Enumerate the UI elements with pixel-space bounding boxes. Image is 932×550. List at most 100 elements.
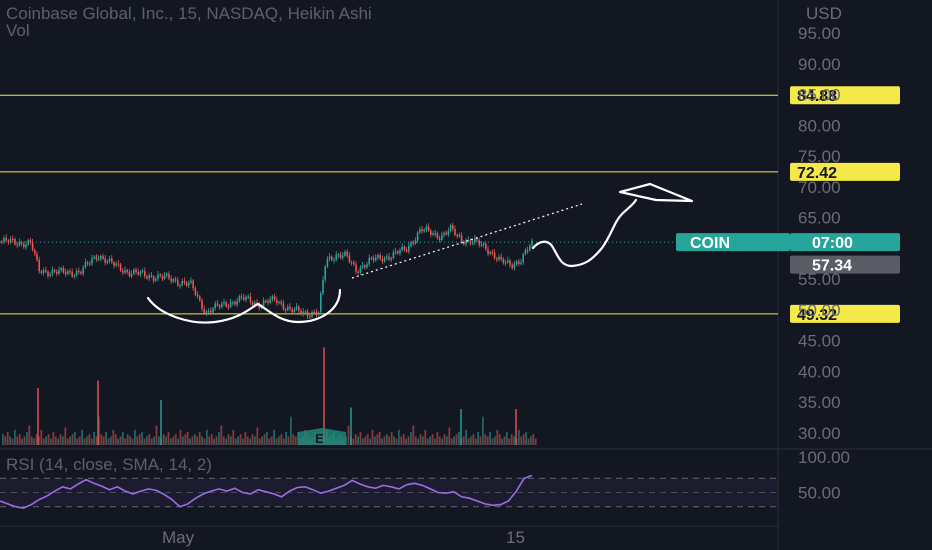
volume-bar bbox=[364, 436, 367, 445]
volume-bar bbox=[443, 434, 446, 445]
candle-body bbox=[95, 256, 98, 260]
candle-body bbox=[300, 310, 302, 315]
candle-body bbox=[82, 267, 84, 274]
chart-title[interactable]: Coinbase Global, Inc., 15, NASDAQ, Heiki… bbox=[6, 4, 372, 23]
volume-bar bbox=[398, 429, 400, 445]
time-axis[interactable]: May 15 bbox=[162, 528, 525, 547]
candle-body bbox=[56, 271, 58, 274]
volume-bar bbox=[448, 427, 451, 445]
volume-bar bbox=[62, 436, 64, 445]
volume-bar bbox=[129, 436, 131, 445]
candle-body bbox=[31, 242, 34, 251]
candle-body bbox=[282, 303, 285, 310]
volume-bar bbox=[510, 434, 513, 445]
volume-bar bbox=[515, 409, 517, 445]
volume-bar bbox=[383, 436, 386, 445]
candle-body bbox=[128, 271, 131, 277]
volume-bar bbox=[371, 429, 374, 445]
volume-bar bbox=[66, 438, 69, 445]
volume-bar bbox=[182, 436, 184, 445]
candle-body bbox=[304, 311, 307, 313]
candle-body bbox=[232, 302, 234, 304]
candle-body bbox=[458, 235, 461, 237]
volume-bar bbox=[186, 432, 189, 445]
earnings-badge bbox=[298, 428, 346, 445]
volume-bar bbox=[486, 436, 489, 445]
candle-body bbox=[284, 309, 287, 311]
candle-body bbox=[414, 240, 417, 244]
candle-body bbox=[214, 303, 216, 309]
price-tick-label: 55.00 bbox=[798, 270, 841, 289]
candle-body bbox=[192, 280, 194, 289]
volume-bar bbox=[482, 416, 484, 445]
volume-bar bbox=[210, 434, 213, 445]
volume-bar bbox=[434, 438, 436, 445]
candle-body bbox=[249, 296, 252, 303]
volume-bar bbox=[534, 438, 537, 445]
candle-body bbox=[306, 311, 309, 317]
candle-body bbox=[500, 256, 502, 259]
candle-body bbox=[485, 243, 487, 250]
volume-bar bbox=[374, 436, 376, 445]
volume-bar bbox=[484, 434, 487, 445]
candle-body bbox=[62, 268, 65, 273]
candle-body bbox=[265, 300, 267, 302]
candle-body bbox=[100, 256, 102, 259]
volume-bar bbox=[119, 436, 122, 445]
candle-body bbox=[117, 263, 120, 265]
candle-body bbox=[93, 256, 95, 259]
candle-body bbox=[106, 260, 109, 263]
volume-bar bbox=[477, 432, 479, 445]
candle-body bbox=[522, 254, 524, 263]
volume-bar bbox=[244, 432, 247, 445]
candle-body bbox=[25, 244, 27, 248]
candle-body bbox=[155, 278, 157, 281]
volume-bar bbox=[201, 436, 203, 445]
candle-body bbox=[273, 296, 276, 301]
candle-body bbox=[372, 257, 375, 261]
volume-bar bbox=[222, 436, 225, 445]
volume-bar bbox=[508, 438, 511, 445]
volume-bar bbox=[105, 432, 107, 445]
volume-bars: E bbox=[2, 347, 537, 446]
candle-body bbox=[471, 242, 474, 244]
candle-body bbox=[317, 312, 320, 315]
candle-body bbox=[392, 252, 395, 259]
candle-body bbox=[247, 296, 249, 298]
trend-line-dotted bbox=[351, 203, 583, 279]
candle-body bbox=[126, 270, 128, 272]
candle-body bbox=[104, 258, 106, 263]
volume-bar bbox=[40, 429, 43, 445]
candle-body bbox=[40, 271, 43, 273]
candle-body bbox=[49, 274, 51, 277]
price-tick-label: 40.00 bbox=[798, 362, 841, 381]
volume-bar bbox=[431, 434, 434, 445]
candle-body bbox=[465, 240, 467, 245]
volume-bar bbox=[518, 429, 520, 445]
volume-bar bbox=[165, 436, 167, 445]
countdown-tag bbox=[790, 233, 900, 252]
volume-bar bbox=[347, 425, 350, 445]
candle-body bbox=[84, 262, 87, 268]
volume-bar bbox=[78, 436, 81, 445]
candle-body bbox=[295, 306, 298, 310]
rsi-indicator-label[interactable]: RSI (14, close, SMA, 14, 2) bbox=[6, 455, 212, 474]
time-tick-label: May bbox=[162, 528, 195, 547]
volume-bar bbox=[138, 434, 141, 445]
volume-bar bbox=[9, 436, 11, 445]
candle-body bbox=[337, 254, 340, 256]
volume-bar bbox=[359, 432, 362, 445]
rsi-line bbox=[0, 474, 533, 509]
candle-body bbox=[478, 240, 480, 246]
volume-bar bbox=[465, 429, 467, 445]
volume-bar bbox=[11, 438, 14, 445]
candle-body bbox=[397, 251, 399, 254]
candle-body bbox=[328, 256, 331, 259]
volume-bar bbox=[114, 434, 117, 445]
volume-bar bbox=[170, 438, 172, 445]
candle-body bbox=[267, 300, 269, 303]
candle-body bbox=[430, 230, 432, 235]
volume-bar bbox=[460, 409, 462, 445]
